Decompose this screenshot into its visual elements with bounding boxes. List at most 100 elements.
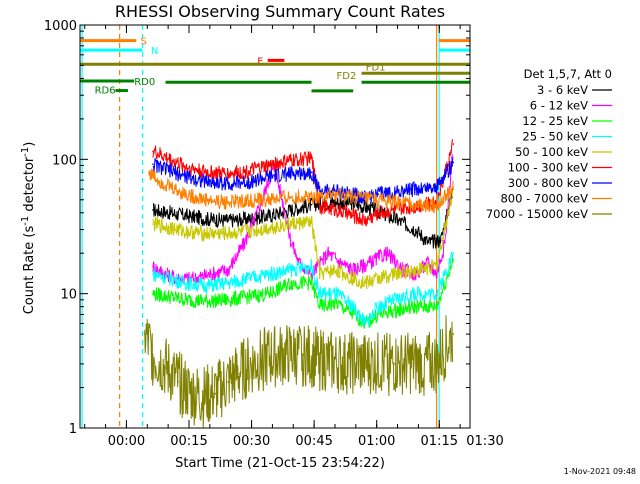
series-5-point-0 [152,150,154,152]
series-6-point-5 [248,181,250,183]
series-5-point-3 [206,171,209,174]
series-3-point-7 [289,269,292,271]
series-7-point-8 [289,196,292,199]
flag-label-rd0: RD0 [134,77,155,88]
series-2-point-6 [268,292,271,295]
series-5-point-6 [268,164,271,167]
series-8-point-13 [302,354,304,356]
series-7-point-9 [310,195,313,198]
series-6-point-8 [310,171,313,174]
series-0-point-15 [440,239,442,242]
series-0-point-9 [331,201,334,203]
series-4-point-14 [394,273,396,275]
legend-entry-label-2: 12 - 25 keV [522,114,588,128]
series-8-point-14 [314,357,317,360]
series-5-point-5 [248,170,250,172]
series-2-point-10 [335,302,338,304]
flag-label-rd6: RD6 [95,86,116,97]
series-2-point-14 [394,309,396,312]
series-8-point-4 [189,392,192,395]
x-tick-label: 01:15 [421,434,458,449]
series-5-point-17 [452,143,455,145]
series-5-point-4 [227,173,229,175]
series-8-point-9 [252,363,254,365]
legend-entry-label-3: 25 - 50 keV [522,130,588,144]
series-2-point-3 [206,300,209,302]
series-1-point-16 [352,269,355,271]
series-2-point-13 [377,313,380,316]
series-5-point-9 [319,205,321,207]
series-3-point-5 [248,277,250,280]
series-6-point-9 [319,190,321,192]
series-8-point-15 [327,361,329,363]
series-8-point-6 [214,392,217,395]
series-1-point-4 [210,273,213,275]
legend-entry-label-8: 7000 - 15000 keV [486,207,588,221]
series-7-point-7 [268,198,271,201]
series-8-point-1 [152,354,154,356]
series-4-point-0 [152,223,154,225]
y-label-exp1: -1 [20,216,31,226]
series-5-point-8 [310,157,313,159]
series-8-point-19 [394,363,396,365]
series-group [143,138,455,428]
legend-entry-label-1: 6 - 12 keV [530,99,588,113]
series-0-point-4 [227,219,229,222]
series-6-point-7 [289,173,292,175]
series-7-point-11 [352,195,355,198]
series-3-point-10 [335,292,338,295]
y-tick-label: 10 [60,288,77,303]
series-4-point-4 [227,232,229,235]
flag-label-s: S [140,37,146,48]
series-3-point-2 [185,282,188,284]
series-3-point-4 [227,282,229,284]
series-8-point-22 [452,333,455,335]
series-0-point-10 [352,202,355,205]
series-0-point-7 [289,209,292,211]
footer-timestamp: 1-Nov-2021 09:48 [564,467,636,476]
series-0-point-6 [268,214,271,217]
series-7-point-0 [148,171,150,174]
series-8-point-10 [264,357,267,360]
x-tick-label: 01:00 [358,434,395,449]
series-line-4 [152,189,454,290]
series-8-point-12 [289,354,292,356]
series-1-point-14 [327,252,329,255]
series-0-point-1 [168,211,171,214]
series-6-point-17 [452,161,455,164]
series-4-point-1 [168,226,171,229]
y-label-end: ) [22,142,37,147]
series-3-point-3 [206,284,209,287]
series-7-point-6 [248,200,250,202]
series-line-8 [144,315,454,428]
series-4-point-3 [206,232,209,235]
series-2-point-8 [310,282,313,284]
series-0-point-13 [414,228,417,231]
series-1-point-15 [339,261,342,264]
series-8-point-18 [377,363,380,365]
series-1-point-18 [385,252,388,255]
series-1-point-0 [152,265,154,268]
flag-label-f: F [257,56,263,67]
series-1-point-10 [281,198,284,201]
series-0-point-14 [427,241,430,244]
legend-title: Det 1,5,7, Att 0 [524,67,612,81]
series-4-point-16 [435,265,438,268]
series-7-point-14 [414,203,417,206]
series-8-point-11 [277,355,279,358]
x-axis-label: Start Time (21-Oct-15 23:54:22) [175,456,385,471]
series-4-point-13 [377,277,380,280]
series-1-point-17 [369,261,371,264]
series-8-point-16 [344,363,346,365]
series-5-point-12 [364,219,367,222]
plot-frame [79,24,471,429]
x-tick-label: 00:45 [295,434,332,449]
series-1-point-8 [264,188,267,190]
series-0-point-3 [206,218,209,220]
series-5-point-14 [394,209,396,211]
series-line-7 [148,168,454,214]
series-8-point-17 [360,363,363,365]
series-1-point-6 [243,241,246,244]
series-1-point-23 [444,241,446,244]
flag-label-fd1: FD1 [366,63,386,74]
